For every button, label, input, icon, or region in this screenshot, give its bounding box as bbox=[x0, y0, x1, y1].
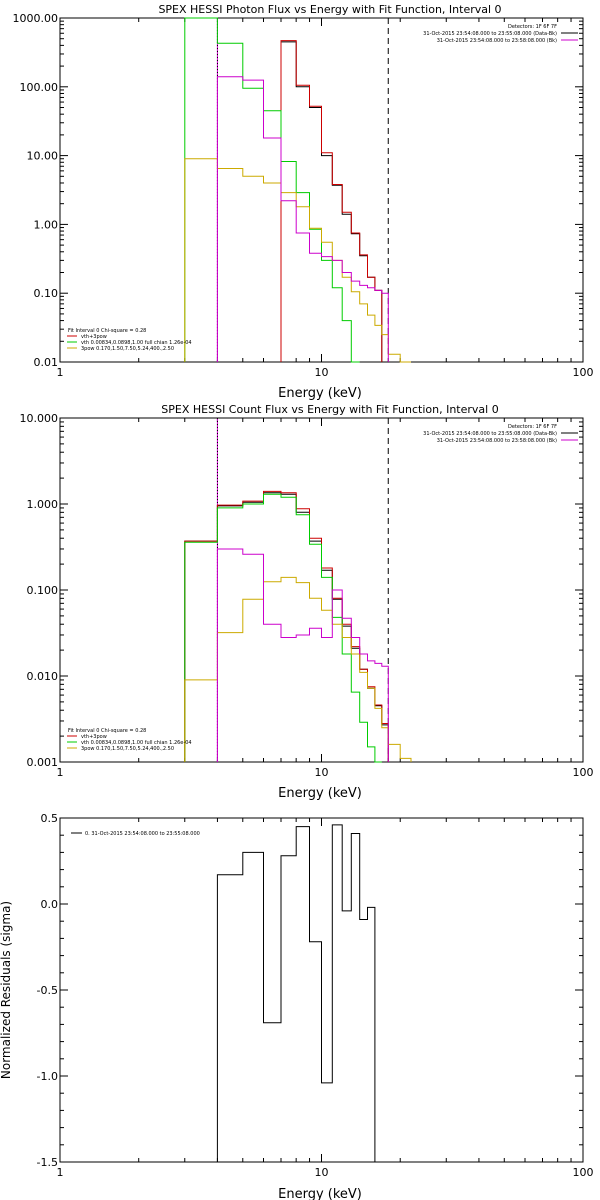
legend-entry: 3pow 0.170,1.50,7.50,5.24,400.,2.50 bbox=[81, 746, 174, 752]
y-tick-label: 1000.00 bbox=[13, 12, 59, 25]
x-tick-label: 100 bbox=[573, 766, 594, 779]
x-axis-label: Energy (keV) bbox=[278, 386, 362, 401]
legend-entry: Detectors: 1F 6F 7F bbox=[508, 424, 557, 430]
series-line bbox=[280, 40, 383, 362]
residuals-panel: 1 10 100 -1.5 -1.0 -0.5 0.0 0.5 0. 31-Oct-2015 … bbox=[0, 812, 594, 1200]
legend-bottom-left: Fit Interval 0 Chi-square = 0.28vth+3pow… bbox=[67, 728, 192, 752]
y-tick-label: 0.100 bbox=[27, 584, 59, 597]
legend-entry: 0. 31-Oct-2015 23:54:08.000 to 23:55:08.… bbox=[85, 831, 200, 837]
series-line bbox=[184, 576, 412, 762]
plot-frame bbox=[59, 417, 584, 763]
legend-entry: Fit Interval 0 Chi-square = 0.28 bbox=[68, 728, 146, 734]
series-line bbox=[216, 824, 376, 1162]
series-line bbox=[184, 493, 382, 763]
legend-entry: vth+3pow bbox=[81, 334, 107, 340]
legend-bottom-left: Fit Interval 0 Chi-square = 0.28vth+3pow… bbox=[67, 328, 192, 352]
axis-ticks: 1 10 100 -1.5 -1.0 -0.5 0.0 0.5 bbox=[37, 812, 594, 1179]
y-tick-label: 10.00 bbox=[27, 150, 59, 163]
y-tick-label: 0.10 bbox=[34, 287, 59, 300]
y-tick-label: 0.0 bbox=[41, 898, 59, 911]
x-tick-label: 10 bbox=[315, 1166, 329, 1179]
x-tick-label: 10 bbox=[315, 366, 329, 379]
y-tick-label: 1.00 bbox=[34, 218, 59, 231]
x-tick-label: 10 bbox=[315, 766, 329, 779]
y-tick-label: 100.00 bbox=[20, 81, 59, 94]
legend-entry: vth 0.00834,0.0898,1.00 full chian 1.26e… bbox=[81, 740, 192, 746]
legend-entry: vth+3pow bbox=[81, 734, 107, 740]
series-line bbox=[184, 158, 411, 363]
axis-ticks: 1 10 100 0.001 0.010 0.100 1.000 10.000 bbox=[20, 412, 594, 779]
x-axis-label: Energy (keV) bbox=[278, 1187, 362, 1200]
series-line bbox=[184, 492, 389, 762]
series-line bbox=[216, 76, 389, 362]
x-tick-label: 100 bbox=[573, 1166, 594, 1179]
reference-lines bbox=[216, 418, 389, 762]
x-tick-label: 100 bbox=[573, 366, 594, 379]
data-series bbox=[184, 490, 412, 763]
x-axis-label: Energy (keV) bbox=[278, 786, 362, 801]
chart-title: SPEX HESSI Photon Flux vs Energy with Fi… bbox=[158, 3, 501, 16]
legend-entry: 3pow 0.170,1.50,7.50,5.24,400.,2.50 bbox=[81, 346, 174, 352]
chart-title: SPEX HESSI Count Flux vs Energy with Fit… bbox=[161, 403, 498, 416]
y-axis-label: Normalized Residuals (sigma) bbox=[0, 901, 13, 1079]
series-line bbox=[184, 17, 360, 363]
legend-entry: Fit Interval 0 Chi-square = 0.28 bbox=[68, 328, 146, 334]
y-tick-label: 0.5 bbox=[41, 812, 59, 825]
x-tick-label: 1 bbox=[57, 766, 64, 779]
legend-entry: 31-Oct-2015 23:54:08.000 to 23:55:08.000… bbox=[423, 431, 557, 437]
y-tick-label: 0.010 bbox=[27, 670, 59, 683]
y-tick-label: 10.000 bbox=[20, 412, 59, 425]
y-tick-label: -0.5 bbox=[37, 984, 58, 997]
y-tick-label: 0.001 bbox=[27, 756, 59, 769]
data-series bbox=[216, 824, 376, 1162]
legend-entry: Detectors: 1F 6F 7F bbox=[508, 24, 557, 30]
axis-ticks: 1 10 100 0.01 0.10 1.00 10.00 100.00 1000.00 bbox=[13, 12, 594, 379]
photon-flux-panel: SPEX HESSI Photon Flux vs Energy with Fi… bbox=[13, 3, 594, 401]
y-tick-label: -1.0 bbox=[37, 1070, 58, 1083]
x-tick-label: 1 bbox=[57, 1166, 64, 1179]
legend-entry: 31-Oct-2015 23:54:08.000 to 23:58:08.000… bbox=[437, 38, 557, 44]
x-tick-label: 1 bbox=[57, 366, 64, 379]
data-series bbox=[184, 17, 411, 363]
series-line bbox=[216, 548, 389, 762]
legend-entry: 31-Oct-2015 23:54:08.000 to 23:55:08.000… bbox=[423, 31, 557, 37]
y-tick-label: -1.5 bbox=[37, 1156, 58, 1169]
legend-entry: 31-Oct-2015 23:54:08.000 to 23:58:08.000… bbox=[437, 438, 557, 444]
count-flux-panel: SPEX HESSI Count Flux vs Energy with Fit… bbox=[20, 403, 594, 801]
legend-entry: vth 0.00834,0.0898,1.00 full chian 1.26e… bbox=[81, 340, 192, 346]
legend-top-left: 0. 31-Oct-2015 23:54:08.000 to 23:55:08.… bbox=[71, 831, 200, 837]
plot-frame bbox=[59, 17, 584, 363]
y-tick-label: 0.01 bbox=[34, 356, 59, 369]
series-line bbox=[184, 490, 389, 762]
y-tick-label: 1.000 bbox=[27, 498, 59, 511]
